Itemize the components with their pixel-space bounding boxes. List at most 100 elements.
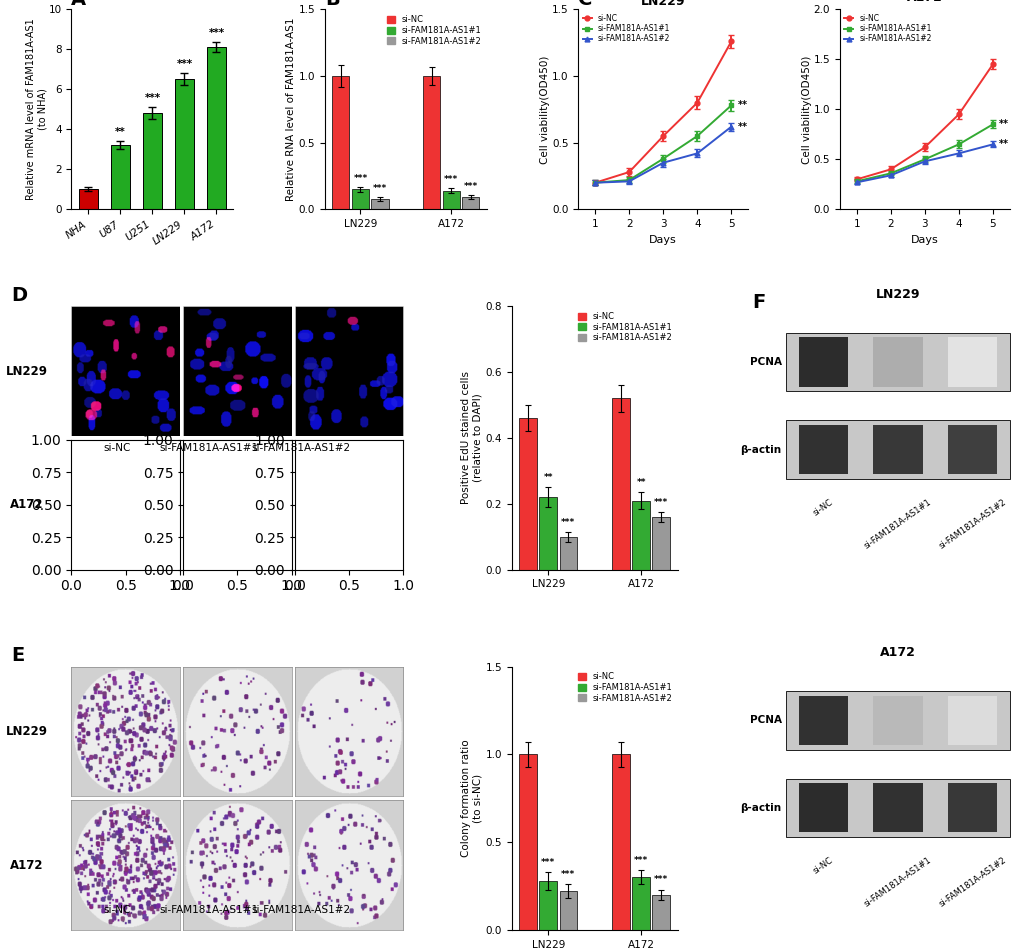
Bar <box>519 419 536 569</box>
Bar <box>632 500 649 569</box>
Bar <box>143 114 162 210</box>
Text: si-FAM181A-AS1#2: si-FAM181A-AS1#2 <box>251 443 351 453</box>
Text: si-NC: si-NC <box>104 905 130 915</box>
Text: si-NC: si-NC <box>811 856 835 876</box>
FancyBboxPatch shape <box>798 425 847 474</box>
Bar <box>207 47 226 210</box>
Text: si-FAM181A-AS1#2: si-FAM181A-AS1#2 <box>251 905 351 915</box>
Text: ***: *** <box>560 517 575 527</box>
X-axis label: Days: Days <box>649 234 677 245</box>
Legend: si-NC, si-FAM181A-AS1#1, si-FAM181A-AS1#2: si-NC, si-FAM181A-AS1#1, si-FAM181A-AS1#… <box>576 671 673 704</box>
Bar <box>462 197 479 210</box>
Y-axis label: LN229: LN229 <box>6 364 48 378</box>
Text: si-FAM181A-AS1#2: si-FAM181A-AS1#2 <box>936 856 1007 909</box>
Bar <box>519 754 536 930</box>
Y-axis label: Relative RNA level of FAM181A-AS1: Relative RNA level of FAM181A-AS1 <box>285 18 296 201</box>
FancyBboxPatch shape <box>947 696 997 745</box>
Text: B: B <box>324 0 339 9</box>
Text: si-FAM181A-AS1#1: si-FAM181A-AS1#1 <box>862 856 932 909</box>
Text: D: D <box>11 286 28 305</box>
FancyBboxPatch shape <box>786 420 1009 479</box>
Bar <box>652 517 669 569</box>
Y-axis label: Relative mRNA level of FAM181A-AS1
(to NHA): Relative mRNA level of FAM181A-AS1 (to N… <box>25 19 47 200</box>
Bar <box>611 754 630 930</box>
FancyBboxPatch shape <box>872 696 921 745</box>
Text: **: ** <box>115 127 125 138</box>
Y-axis label: Cell viability(OD450): Cell viability(OD450) <box>801 55 811 163</box>
Text: ***: *** <box>653 875 667 884</box>
Text: si-FAM181A-AS1#2: si-FAM181A-AS1#2 <box>936 497 1007 550</box>
Text: si-NC: si-NC <box>811 497 835 517</box>
Legend: si-NC, si-FAM181A-AS1#1, si-FAM181A-AS1#2: si-NC, si-FAM181A-AS1#1, si-FAM181A-AS1#… <box>576 310 673 344</box>
FancyBboxPatch shape <box>872 425 921 474</box>
Text: **: ** <box>998 120 1008 129</box>
Bar <box>78 190 98 210</box>
Text: β-actin: β-actin <box>740 444 781 455</box>
Y-axis label: A172: A172 <box>10 498 44 512</box>
FancyBboxPatch shape <box>786 779 1009 837</box>
Text: ***: *** <box>634 856 648 865</box>
Y-axis label: Cell viability(OD450): Cell viability(OD450) <box>540 55 550 163</box>
Text: ***: *** <box>373 184 387 193</box>
FancyBboxPatch shape <box>786 333 1009 391</box>
Title: LN229: LN229 <box>640 0 685 9</box>
Bar <box>352 190 369 210</box>
Text: β-actin: β-actin <box>740 803 781 813</box>
Text: A172: A172 <box>879 646 915 660</box>
Text: ***: *** <box>653 498 667 507</box>
Text: PCNA: PCNA <box>749 357 781 367</box>
Text: si-NC: si-NC <box>104 443 130 453</box>
Bar <box>423 76 440 210</box>
Text: si-FAM181A-AS1#1: si-FAM181A-AS1#1 <box>159 905 259 915</box>
Bar <box>611 399 630 569</box>
Text: **: ** <box>543 474 552 482</box>
Bar <box>632 877 649 930</box>
FancyBboxPatch shape <box>947 338 997 386</box>
Text: si-FAM181A-AS1#1: si-FAM181A-AS1#1 <box>862 497 932 550</box>
Bar <box>559 537 577 569</box>
Title: A172: A172 <box>906 0 942 4</box>
Y-axis label: LN229: LN229 <box>6 725 48 738</box>
Text: E: E <box>11 646 24 665</box>
Text: A: A <box>71 0 87 9</box>
Text: ***: *** <box>353 174 367 183</box>
Text: LN229: LN229 <box>874 288 919 301</box>
Text: C: C <box>578 0 592 9</box>
Bar <box>442 191 460 210</box>
Text: ***: *** <box>208 28 224 39</box>
Bar <box>539 881 556 930</box>
FancyBboxPatch shape <box>798 338 847 386</box>
FancyBboxPatch shape <box>798 783 847 832</box>
Bar <box>332 76 350 210</box>
Text: **: ** <box>636 478 645 487</box>
Bar <box>371 198 388 210</box>
Text: **: ** <box>737 101 747 110</box>
Text: si-FAM181A-AS1#1: si-FAM181A-AS1#1 <box>159 443 259 453</box>
Text: ***: *** <box>443 175 458 184</box>
FancyBboxPatch shape <box>947 783 997 832</box>
FancyBboxPatch shape <box>786 691 1009 750</box>
Bar <box>539 497 556 569</box>
Text: ***: *** <box>176 60 193 69</box>
Bar <box>174 80 194 210</box>
Text: ***: *** <box>145 93 160 103</box>
Y-axis label: A172: A172 <box>10 859 44 871</box>
Bar <box>652 895 669 930</box>
Text: PCNA: PCNA <box>749 716 781 725</box>
Legend: si-NC, si-FAM181A-AS1#1, si-FAM181A-AS1#2: si-NC, si-FAM181A-AS1#1, si-FAM181A-AS1#… <box>385 13 482 47</box>
Legend: si-NC, si-FAM181A-AS1#1, si-FAM181A-AS1#2: si-NC, si-FAM181A-AS1#1, si-FAM181A-AS1#… <box>582 13 671 45</box>
Legend: si-NC, si-FAM181A-AS1#1, si-FAM181A-AS1#2: si-NC, si-FAM181A-AS1#1, si-FAM181A-AS1#… <box>843 13 931 45</box>
Bar <box>559 891 577 930</box>
FancyBboxPatch shape <box>872 338 921 386</box>
X-axis label: Days: Days <box>910 234 937 245</box>
Bar <box>111 145 129 210</box>
Y-axis label: Colony formation ratio
(to si-NC): Colony formation ratio (to si-NC) <box>461 739 482 857</box>
FancyBboxPatch shape <box>872 783 921 832</box>
Text: ***: *** <box>560 870 575 879</box>
Y-axis label: Positive EdU stained cells
(relative to DAPI): Positive EdU stained cells (relative to … <box>461 371 482 505</box>
Text: **: ** <box>998 140 1008 149</box>
Text: ***: *** <box>464 182 478 192</box>
Text: ***: *** <box>541 858 555 866</box>
Text: F: F <box>752 293 765 312</box>
Text: **: ** <box>737 121 747 132</box>
